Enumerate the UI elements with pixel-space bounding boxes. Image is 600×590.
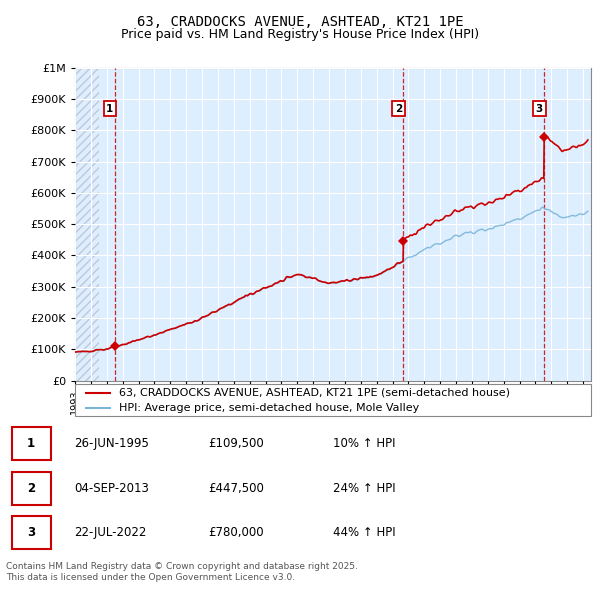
Text: £109,500: £109,500	[208, 437, 264, 450]
FancyBboxPatch shape	[12, 427, 50, 460]
Text: Contains HM Land Registry data © Crown copyright and database right 2025.
This d: Contains HM Land Registry data © Crown c…	[6, 562, 358, 582]
Text: 22-JUL-2022: 22-JUL-2022	[74, 526, 146, 539]
Text: 10% ↑ HPI: 10% ↑ HPI	[333, 437, 395, 450]
Bar	[75, 68, 99, 381]
Text: 2: 2	[395, 103, 402, 113]
Text: 1: 1	[27, 437, 35, 450]
Text: 26-JUN-1995: 26-JUN-1995	[74, 437, 149, 450]
Text: 1: 1	[106, 103, 113, 113]
Text: 2: 2	[27, 481, 35, 495]
Text: 44% ↑ HPI: 44% ↑ HPI	[333, 526, 395, 539]
Text: 63, CRADDOCKS AVENUE, ASHTEAD, KT21 1PE (semi-detached house): 63, CRADDOCKS AVENUE, ASHTEAD, KT21 1PE …	[119, 388, 510, 398]
Text: 24% ↑ HPI: 24% ↑ HPI	[333, 481, 395, 495]
Text: 3: 3	[27, 526, 35, 539]
Text: £447,500: £447,500	[208, 481, 264, 495]
Text: £780,000: £780,000	[208, 526, 263, 539]
Text: 04-SEP-2013: 04-SEP-2013	[74, 481, 149, 495]
FancyBboxPatch shape	[12, 516, 50, 549]
Text: 63, CRADDOCKS AVENUE, ASHTEAD, KT21 1PE: 63, CRADDOCKS AVENUE, ASHTEAD, KT21 1PE	[137, 15, 463, 29]
Text: 3: 3	[536, 103, 543, 113]
Text: HPI: Average price, semi-detached house, Mole Valley: HPI: Average price, semi-detached house,…	[119, 403, 419, 413]
FancyBboxPatch shape	[12, 471, 50, 505]
Text: Price paid vs. HM Land Registry's House Price Index (HPI): Price paid vs. HM Land Registry's House …	[121, 28, 479, 41]
